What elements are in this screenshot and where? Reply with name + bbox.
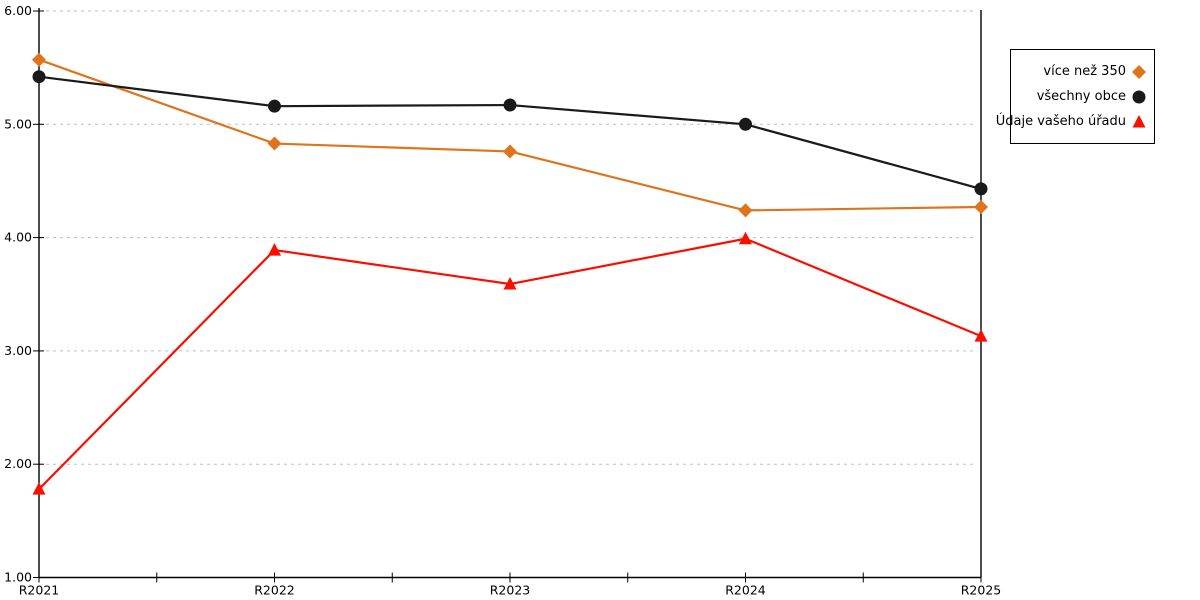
x-tick-label: R2023 — [490, 583, 531, 598]
marker-diamond — [267, 136, 282, 151]
legend-marker-triangle-icon — [1132, 114, 1146, 127]
x-tick-label: R2022 — [254, 583, 295, 598]
x-tick-label: R2021 — [19, 583, 60, 598]
marker-triangle — [268, 243, 281, 256]
marker-diamond — [503, 144, 517, 159]
legend-item: více než 350 — [1017, 59, 1146, 84]
marker-triangle — [1132, 114, 1146, 127]
y-tick-label: 3.00 — [4, 343, 32, 358]
legend-label: všechny obce — [1036, 89, 1126, 104]
legend-marker-diamond-icon — [1132, 64, 1146, 79]
y-tick-label: 1.00 — [4, 570, 32, 585]
marker-diamond — [738, 203, 753, 218]
marker-triangle — [32, 482, 46, 495]
marker-circle — [1132, 90, 1146, 103]
chart-legend: více než 350 všechny obce Údaje vašeho úřa… — [996, 49, 1155, 144]
marker-circle — [974, 182, 988, 196]
series-line-triangle — [38, 237, 982, 490]
legend-item: Údaje vašeho úřadu — [996, 109, 1146, 134]
marker-circle — [503, 98, 517, 112]
y-tick-label: 5.00 — [4, 116, 32, 131]
marker-circle — [739, 117, 752, 131]
marker-triangle — [503, 277, 517, 290]
marker-diamond — [32, 52, 46, 67]
marker-triangle — [974, 329, 988, 342]
legend-marker-circle-icon — [1132, 90, 1146, 103]
marker-circle — [268, 99, 281, 113]
x-tick-label: R2024 — [725, 583, 766, 598]
series-line-circle — [38, 75, 982, 190]
marker-diamond — [1132, 64, 1146, 79]
legend-item: všechny obce — [1017, 84, 1146, 109]
x-tick-label: R2025 — [961, 583, 1002, 598]
legend-label: více než 350 — [1043, 64, 1126, 79]
y-tick-label: 6.00 — [4, 3, 32, 18]
y-tick-label: 2.00 — [4, 456, 32, 471]
y-tick-label: 4.00 — [4, 230, 32, 245]
legend-label: Údaje vašeho úřadu — [995, 114, 1126, 129]
series-line-diamond — [38, 58, 982, 212]
marker-circle — [32, 70, 46, 84]
marker-triangle — [739, 231, 752, 245]
marker-diamond — [974, 200, 988, 215]
